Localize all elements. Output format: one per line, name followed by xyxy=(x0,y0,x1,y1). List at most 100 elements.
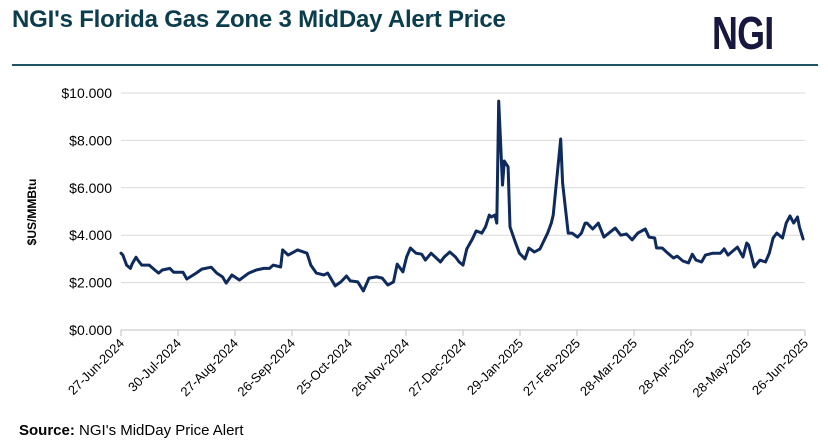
data-point xyxy=(661,247,663,249)
data-point xyxy=(458,261,461,263)
data-point xyxy=(129,267,132,270)
data-point xyxy=(201,268,203,270)
data-point xyxy=(768,252,771,254)
data-point xyxy=(454,256,457,258)
data-point xyxy=(195,272,197,274)
data-point xyxy=(443,256,446,258)
data-point xyxy=(131,262,134,265)
data-point xyxy=(567,232,569,234)
data-point xyxy=(603,236,605,238)
data-point xyxy=(496,222,498,224)
data-point xyxy=(691,253,694,255)
data-point xyxy=(655,247,658,249)
data-point xyxy=(704,254,707,256)
data-point xyxy=(625,233,628,235)
data-point xyxy=(591,228,594,230)
data-point xyxy=(488,214,491,216)
data-point xyxy=(614,227,616,229)
data-point xyxy=(727,254,729,256)
data-point xyxy=(772,237,774,239)
data-point xyxy=(409,247,412,249)
data-point xyxy=(402,271,404,273)
data-point xyxy=(561,182,564,184)
data-point xyxy=(161,269,164,271)
data-point xyxy=(238,279,241,281)
title-divider xyxy=(12,64,818,66)
y-tick-label: $4.000 xyxy=(69,227,112,243)
data-point xyxy=(424,259,427,261)
data-point xyxy=(430,252,432,254)
data-point xyxy=(648,236,650,238)
data-point xyxy=(484,226,487,228)
x-tick-label: 29-Jan-2025 xyxy=(464,336,526,398)
data-point xyxy=(135,256,137,259)
data-point xyxy=(122,254,124,256)
data-point xyxy=(137,259,139,261)
data-point xyxy=(340,281,342,283)
data-point xyxy=(268,267,271,270)
data-point xyxy=(742,256,744,258)
data-point xyxy=(281,249,284,251)
data-point xyxy=(125,264,128,266)
x-tick-label: 27-Dec-2024 xyxy=(405,336,469,400)
data-point xyxy=(396,263,399,265)
data-point xyxy=(362,290,365,292)
data-point xyxy=(216,272,218,274)
data-point xyxy=(644,228,647,230)
data-point xyxy=(494,214,496,216)
data-point xyxy=(759,259,761,261)
data-point xyxy=(345,275,348,277)
data-point xyxy=(221,276,224,278)
data-point xyxy=(462,264,464,266)
data-point xyxy=(503,160,506,162)
data-point xyxy=(279,266,282,268)
data-point xyxy=(723,248,725,250)
x-tick-label: 27-Jun-2024 xyxy=(65,336,127,398)
data-point xyxy=(255,269,258,271)
data-point xyxy=(559,138,562,140)
x-tick-label: 28-Mar-2025 xyxy=(577,336,640,399)
data-point xyxy=(528,247,530,249)
x-tick-label: 25-Oct-2024 xyxy=(293,336,355,398)
data-point xyxy=(368,277,370,279)
data-point xyxy=(210,266,212,269)
data-point xyxy=(798,226,801,228)
source-label: Source: xyxy=(19,422,75,439)
x-tick-label: 27-Feb-2025 xyxy=(520,336,583,399)
data-point xyxy=(524,258,526,260)
data-point xyxy=(653,237,656,239)
data-point xyxy=(481,232,483,234)
data-point xyxy=(518,252,521,254)
data-point xyxy=(631,239,633,241)
data-point xyxy=(584,222,586,224)
x-tick-label: 27-Aug-2024 xyxy=(177,336,241,400)
data-point xyxy=(157,272,160,274)
data-point xyxy=(248,272,250,274)
data-point xyxy=(310,264,312,266)
x-tick-label: 28-Apr-2025 xyxy=(635,336,697,398)
data-point xyxy=(695,259,697,261)
data-point xyxy=(415,252,417,254)
data-point xyxy=(349,280,352,282)
data-point xyxy=(719,252,722,254)
data-point xyxy=(420,253,423,255)
data-point xyxy=(186,278,188,280)
data-point xyxy=(326,272,329,274)
data-point xyxy=(387,284,389,286)
source-text: NGI's MidDay Price Alert xyxy=(79,422,244,439)
data-point xyxy=(672,257,675,259)
data-point xyxy=(546,232,549,234)
data-point xyxy=(272,264,275,266)
data-point xyxy=(552,214,554,216)
data-point xyxy=(785,222,787,224)
data-point xyxy=(466,248,468,250)
data-point xyxy=(509,226,511,228)
x-tick-label: 26-Sep-2024 xyxy=(234,336,298,400)
data-point xyxy=(315,272,318,274)
data-point xyxy=(375,276,378,278)
data-point xyxy=(501,184,504,186)
data-point xyxy=(323,274,325,276)
data-point xyxy=(231,274,233,276)
y-tick-label: $10.000 xyxy=(61,85,112,101)
